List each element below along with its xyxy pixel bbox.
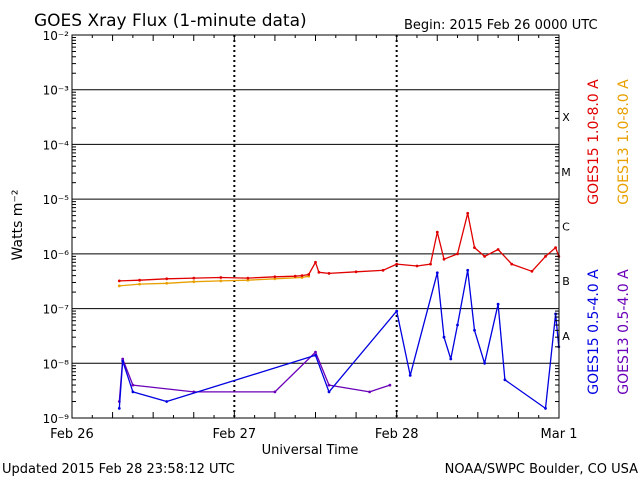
begin-label: Begin: 2015 Feb 26 0000 UTC <box>404 18 598 33</box>
y-tick-label: 10⁻⁶ <box>43 248 70 262</box>
series-point <box>131 383 135 387</box>
series-point <box>121 359 125 363</box>
series-point <box>456 323 459 327</box>
series-point <box>395 309 399 313</box>
series-point <box>327 272 331 275</box>
series-point <box>117 279 121 283</box>
y-tick-label: 10⁻⁹ <box>43 412 70 426</box>
series-point <box>192 280 196 284</box>
series-line <box>118 351 391 402</box>
y-tick-label: 10⁻⁷ <box>43 303 70 317</box>
legend-entry: GOES15 1.0-8.0 A <box>586 79 602 205</box>
legend-entry: GOES15 0.5-4.0 A <box>586 269 602 395</box>
series-point <box>496 248 500 251</box>
series-point <box>314 260 317 264</box>
series-point <box>246 276 250 280</box>
x-tick-label: Feb 28 <box>375 427 419 442</box>
series-point <box>246 278 250 282</box>
y-tick-label: 10⁻⁸ <box>43 357 70 371</box>
series-line <box>118 269 560 410</box>
y-ticks: 10⁻² 10⁻³ 10⁻⁴ 10⁻⁵ 10⁻⁶ 10⁻⁷ 10⁻⁸ 10⁻⁹ <box>43 29 559 426</box>
series-point <box>466 268 470 272</box>
series-point <box>131 390 135 394</box>
series-point <box>544 407 547 410</box>
chart-title: GOES Xray Flux (1-minute data) <box>34 11 307 31</box>
series-point <box>473 246 476 250</box>
x-axis-label: Universal Time <box>262 443 359 458</box>
flare-class-label: C <box>562 221 570 234</box>
series-point <box>483 255 486 258</box>
series-point <box>442 335 446 339</box>
updated-label: Updated 2015 Feb 28 23:58:12 UTC <box>2 462 235 477</box>
series-point <box>408 374 412 377</box>
series-point <box>381 268 385 272</box>
series-lines <box>117 211 561 410</box>
flare-class-label: M <box>561 166 571 179</box>
series-point <box>192 276 196 280</box>
series-point <box>442 257 446 261</box>
series-point <box>473 328 476 332</box>
series-point <box>165 281 169 285</box>
series-point <box>219 276 223 279</box>
series-point <box>354 270 358 274</box>
series-point <box>503 378 507 382</box>
series-point <box>429 262 432 266</box>
series-line <box>119 212 560 282</box>
x-tick-label: Feb 27 <box>212 427 256 442</box>
series-point <box>300 274 304 277</box>
series-point <box>415 264 419 268</box>
series-point <box>219 279 223 283</box>
series-point <box>327 383 331 387</box>
flare-class-label: B <box>562 275 570 288</box>
x-ticks: Feb 26 Feb 27 Feb 28 Mar 1 <box>50 35 577 442</box>
series-point <box>121 357 125 361</box>
series-point <box>554 246 557 250</box>
series-point <box>530 269 534 273</box>
series-point <box>138 282 142 286</box>
y-tick-label: 10⁻⁵ <box>43 193 70 207</box>
y-axis-label: Watts m⁻² <box>10 190 26 261</box>
series-point <box>314 350 317 354</box>
series-point <box>544 255 547 258</box>
x-tick-label: Feb 26 <box>50 427 94 442</box>
series-point <box>456 252 459 256</box>
series-point <box>317 270 321 274</box>
flare-class-label: A <box>562 330 570 343</box>
x-tick-label: Mar 1 <box>541 427 578 442</box>
flare-class-labels: X M C B A <box>561 111 571 343</box>
credit-label: NOAA/SWPC Boulder, CO USA <box>445 462 638 477</box>
series-point <box>466 211 470 215</box>
grid-lines <box>72 34 559 419</box>
series-point <box>435 230 439 234</box>
y-tick-label: 10⁻³ <box>43 84 70 98</box>
flare-class-label: X <box>562 111 570 124</box>
series-point <box>327 390 331 394</box>
series-point <box>496 302 500 306</box>
series-point <box>307 273 311 276</box>
series-point <box>165 277 169 281</box>
series-point <box>314 353 317 357</box>
series-point <box>388 383 392 387</box>
legend: GOES15 1.0-8.0 A GOES13 1.0-8.0 A GOES15 0… <box>586 79 632 395</box>
series-point <box>273 390 277 394</box>
series-point <box>117 407 121 410</box>
series-point <box>293 274 297 278</box>
series-point <box>510 262 514 266</box>
legend-entry: GOES13 1.0-8.0 A <box>616 79 632 205</box>
series-point <box>483 361 486 365</box>
series-point <box>165 400 169 403</box>
y-tick-label: 10⁻² <box>43 29 70 43</box>
series-point <box>395 262 399 266</box>
y-tick-label: 10⁻⁴ <box>43 138 70 152</box>
series-point <box>273 275 277 279</box>
series-point <box>138 278 142 282</box>
series-point <box>368 390 371 394</box>
series-point <box>449 357 453 361</box>
series-point <box>273 277 277 281</box>
plot-frame <box>71 34 560 419</box>
series-point <box>117 284 121 288</box>
legend-entry: GOES13 0.5-4.0 A <box>616 269 632 395</box>
series-point <box>435 271 439 275</box>
